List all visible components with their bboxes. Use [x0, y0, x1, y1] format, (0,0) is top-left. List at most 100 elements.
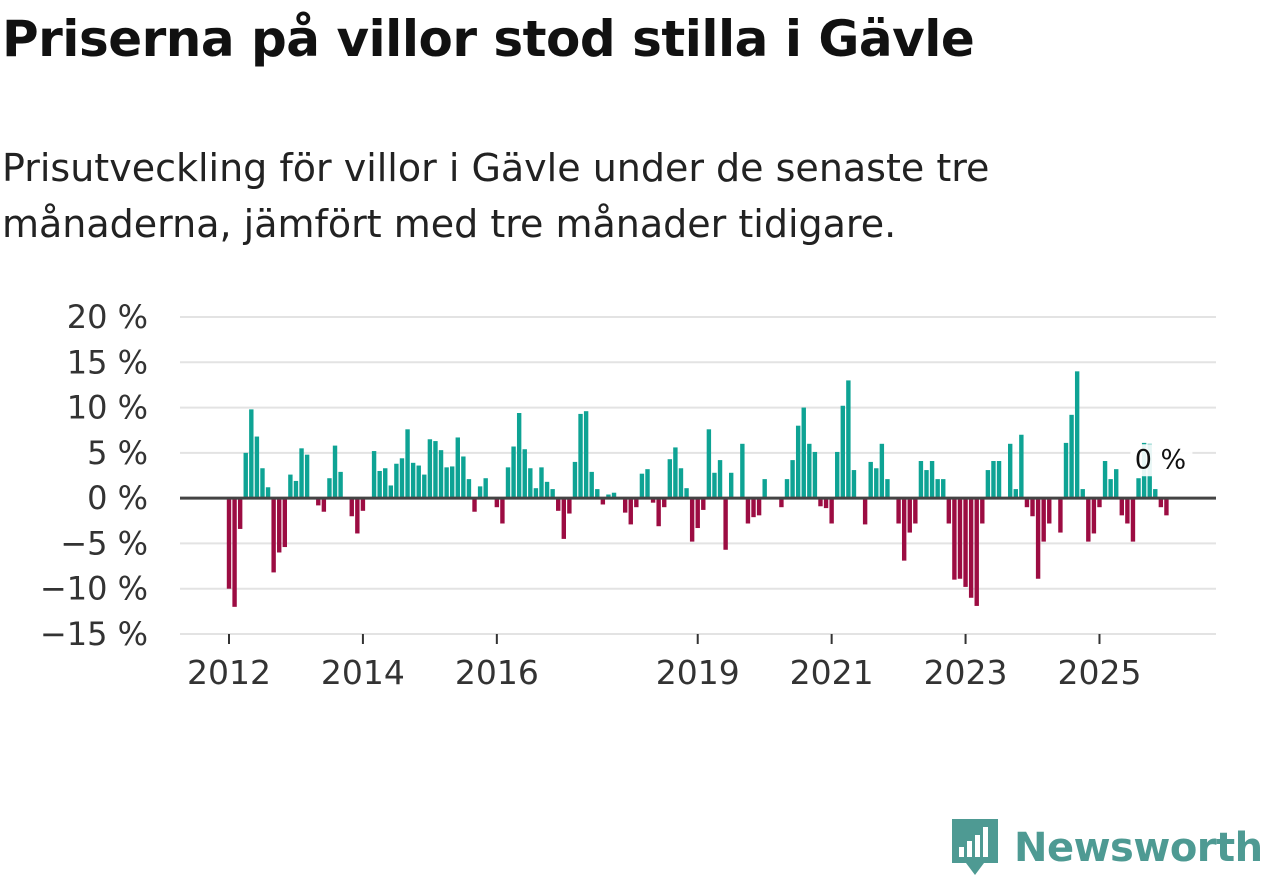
bar	[249, 409, 254, 499]
bar	[1125, 498, 1130, 524]
bar	[511, 446, 516, 499]
y-tick-label: 15 %	[67, 343, 148, 381]
x-tick-label: 2019	[656, 653, 740, 692]
bar	[695, 498, 700, 529]
bar	[550, 489, 555, 499]
bar	[1069, 414, 1074, 499]
bar	[427, 439, 433, 499]
bar	[522, 449, 527, 499]
bar	[483, 478, 488, 499]
bar	[985, 470, 991, 499]
bar	[1024, 498, 1030, 508]
bar	[628, 498, 633, 525]
bar	[689, 498, 695, 542]
bar	[500, 498, 505, 524]
bar	[461, 456, 466, 499]
bar	[913, 498, 918, 524]
bar	[639, 473, 645, 499]
bar	[410, 462, 416, 499]
bar	[277, 498, 282, 553]
bar	[338, 471, 343, 499]
bar	[539, 467, 544, 499]
bar	[745, 498, 751, 524]
bar	[829, 498, 834, 524]
x-tick-label: 2021	[790, 653, 874, 692]
bar	[740, 443, 745, 499]
price-change-bar-chart: 20 %15 %10 %5 %0 %−5 %−10 %−15 % 2012 201…	[40, 298, 1216, 692]
bar	[980, 498, 985, 524]
x-tick-label: 2023	[924, 653, 1008, 692]
bar	[645, 469, 650, 499]
bar	[388, 485, 394, 499]
bar	[868, 461, 873, 499]
bar	[1119, 498, 1124, 516]
last-value-bg	[1130, 444, 1193, 477]
bar	[656, 498, 661, 527]
bar	[611, 492, 617, 499]
bar	[444, 467, 449, 499]
newsworthy-logo: Newsworthy	[950, 817, 1262, 879]
bar	[567, 498, 572, 514]
bar	[684, 488, 689, 499]
bar	[572, 461, 578, 499]
bar	[862, 498, 868, 525]
bar	[1153, 489, 1158, 499]
newsworthy-logo-icon	[952, 819, 998, 875]
bar	[1008, 443, 1013, 499]
bar	[667, 459, 673, 499]
bar	[907, 498, 912, 533]
bar	[918, 461, 924, 499]
bar	[450, 466, 455, 499]
y-tick-label: 0 %	[87, 479, 148, 517]
x-tick-label: 2016	[455, 653, 539, 692]
bar	[299, 448, 304, 499]
bar	[394, 463, 399, 499]
bar	[1019, 434, 1024, 499]
bar	[1047, 498, 1052, 524]
bar	[823, 498, 829, 509]
bar	[533, 488, 539, 499]
bar	[762, 479, 767, 499]
bar	[840, 405, 845, 499]
bar	[416, 465, 421, 499]
bar	[846, 380, 851, 499]
y-tick-label: −5 %	[60, 524, 148, 562]
bar	[583, 411, 589, 499]
bar	[455, 437, 460, 499]
bar	[885, 479, 890, 499]
bar	[723, 498, 728, 550]
bar	[935, 479, 940, 499]
bar	[790, 460, 795, 499]
bar	[561, 498, 566, 539]
bar	[896, 498, 901, 524]
bar	[1030, 498, 1035, 517]
bar	[472, 498, 477, 512]
bar	[377, 470, 382, 499]
bar	[622, 498, 628, 513]
bar	[422, 474, 427, 499]
bar	[405, 429, 410, 499]
y-tick-label: 5 %	[87, 434, 148, 472]
bar	[1013, 489, 1018, 499]
bar	[1080, 489, 1085, 499]
chart-subtitle: Prisutveckling för villor i Gävle under …	[2, 146, 990, 246]
bar	[706, 429, 712, 499]
bar	[528, 468, 533, 499]
bar	[751, 498, 756, 518]
bar	[957, 498, 963, 579]
bar	[634, 498, 639, 508]
bar	[1164, 498, 1169, 516]
bar	[946, 498, 952, 524]
bar	[673, 447, 678, 499]
bar	[1091, 498, 1097, 534]
bar	[589, 471, 594, 499]
bar	[304, 454, 310, 499]
bar	[1130, 498, 1136, 542]
bar	[712, 472, 717, 499]
bar	[1058, 498, 1063, 533]
bar	[254, 436, 260, 499]
bar	[349, 498, 354, 517]
bar	[717, 460, 723, 499]
bar	[996, 461, 1002, 499]
bar	[818, 498, 823, 507]
